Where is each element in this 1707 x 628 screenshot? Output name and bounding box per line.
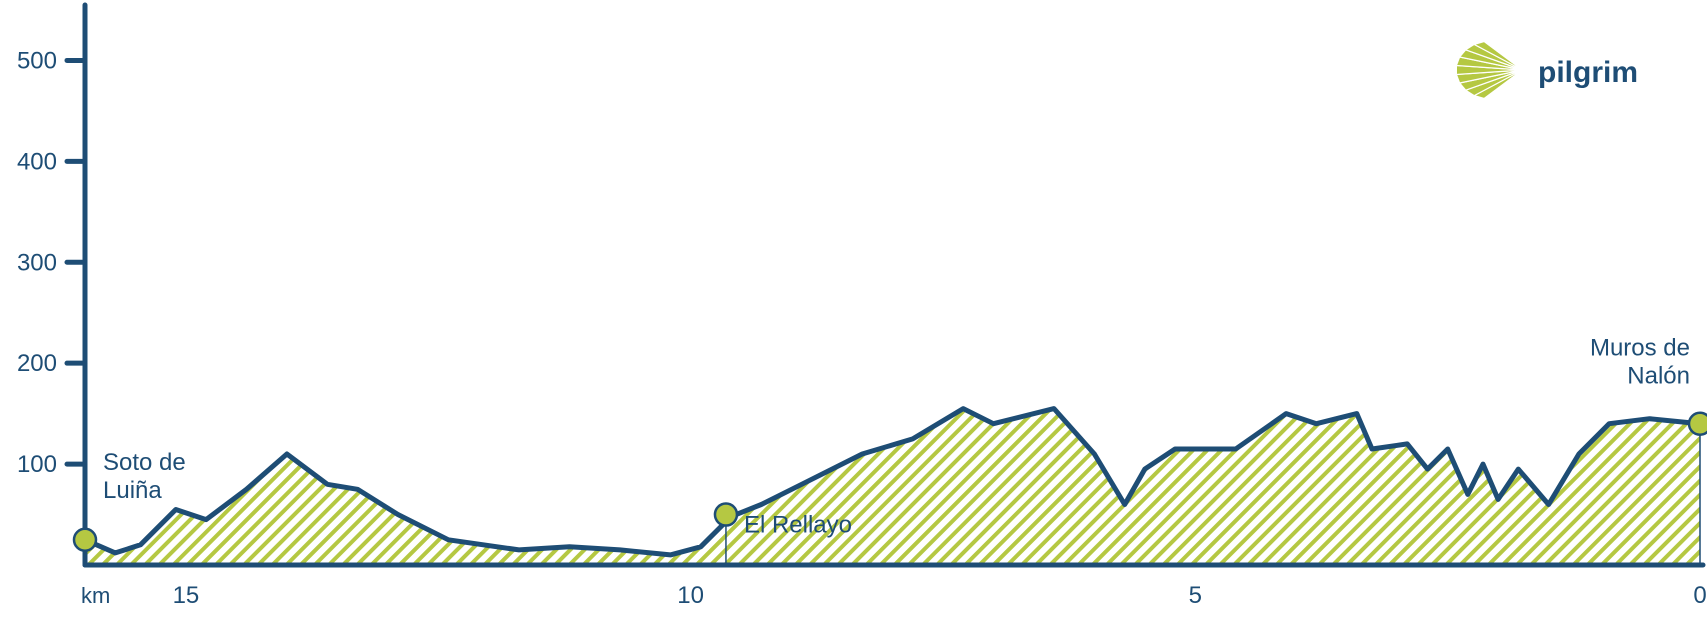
waypoint-label: Soto deLuiña — [103, 449, 186, 504]
x-unit-label: km — [81, 583, 110, 608]
elevation-chart: 100 200 300 400 500 0 5 10 15 km Soto deLuiña El Re… — [0, 0, 1707, 628]
y-tick-label: 100 — [17, 451, 57, 478]
waypoint-label: El Rellayo — [744, 512, 852, 539]
pilgrim-logo: pilgrim — [1456, 42, 1638, 99]
x-tick-label: 10 — [677, 582, 704, 609]
y-tick-label: 500 — [17, 47, 57, 74]
logo-text: pilgrim — [1538, 56, 1638, 89]
chart-svg: 100 200 300 400 500 0 5 10 15 km Soto deLuiña El Re… — [0, 0, 1707, 628]
x-tick-label: 15 — [173, 582, 200, 609]
y-tick-label: 200 — [17, 350, 57, 377]
waypoint-marker — [74, 529, 96, 551]
y-tick-label: 400 — [17, 148, 57, 175]
waypoint-marker — [1689, 413, 1707, 435]
waypoint-marker — [715, 504, 737, 526]
y-tick-label: 300 — [17, 249, 57, 276]
x-tick-label: 5 — [1189, 582, 1202, 609]
x-tick-label: 0 — [1693, 582, 1706, 609]
waypoint-label: Muros deNalón — [1590, 335, 1690, 390]
